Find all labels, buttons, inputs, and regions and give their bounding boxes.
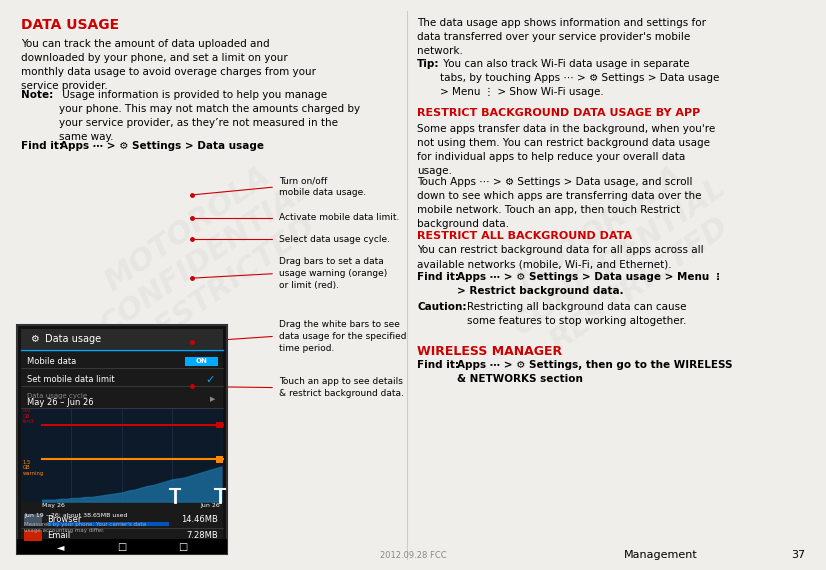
Text: 4.0
GB
limit: 4.0 GB limit <box>22 408 34 425</box>
Text: Data usage cycle: Data usage cycle <box>27 393 88 398</box>
Text: □: □ <box>117 542 126 552</box>
Text: Management: Management <box>624 549 698 560</box>
Bar <box>185 357 218 366</box>
Bar <box>47 522 169 526</box>
Text: You can track the amount of data uploaded and
downloaded by your phone, and set : You can track the amount of data uploade… <box>21 39 316 91</box>
Text: WIRELESS MANAGER: WIRELESS MANAGER <box>417 345 563 359</box>
Bar <box>24 530 42 541</box>
Text: ✓: ✓ <box>205 374 215 385</box>
Text: Restricting all background data can cause
some features to stop working altogeth: Restricting all background data can caus… <box>467 302 686 326</box>
Text: Email: Email <box>47 531 70 540</box>
Bar <box>24 514 42 526</box>
Text: Turn on/off
mobile data usage.: Turn on/off mobile data usage. <box>279 177 366 197</box>
Text: ▶: ▶ <box>211 396 216 402</box>
Bar <box>17 539 227 554</box>
Text: Apps ⋯ > ⚙ Settings > Data usage > Menu ⋮
> Restrict background data.: Apps ⋯ > ⚙ Settings > Data usage > Menu … <box>457 272 723 296</box>
Text: Data usage: Data usage <box>45 334 102 344</box>
Text: 7.28MB: 7.28MB <box>187 531 218 540</box>
Text: 37: 37 <box>791 549 805 560</box>
Text: Browser: Browser <box>47 515 82 524</box>
Text: Apps ⋯ > ⚙ Settings, then go to the WIRELESS
& NETWORKS section: Apps ⋯ > ⚙ Settings, then go to the WIRE… <box>457 360 733 384</box>
Text: Caution:: Caution: <box>417 302 467 312</box>
Text: Select data usage cycle.: Select data usage cycle. <box>279 235 390 244</box>
Text: Note:: Note: <box>21 90 53 100</box>
Text: Set mobile data limit: Set mobile data limit <box>27 375 115 384</box>
Text: 2012.09.28 FCC: 2012.09.28 FCC <box>380 551 446 560</box>
Text: Tip:: Tip: <box>417 59 439 69</box>
Text: MOTOROLA
CONFIDENTIAL
RESTRICTED: MOTOROLA CONFIDENTIAL RESTRICTED <box>75 145 338 368</box>
Text: The data usage app shows information and settings for
data transferred over your: The data usage app shows information and… <box>417 18 706 56</box>
Text: Touch an app to see details
& restrict background data.: Touch an app to see details & restrict b… <box>279 377 404 398</box>
Text: 1.5
GB
warning: 1.5 GB warning <box>22 459 44 477</box>
Text: ON: ON <box>196 359 207 364</box>
Bar <box>17 325 227 554</box>
Text: Activate mobile data limit.: Activate mobile data limit. <box>279 213 400 222</box>
Text: Find it:: Find it: <box>21 141 63 152</box>
Text: Jun 26: Jun 26 <box>201 503 221 508</box>
Text: Usage information is provided to help you manage
your phone. This may not match : Usage information is provided to help yo… <box>59 90 360 142</box>
Text: Touch Apps ⋯ > ⚙ Settings > Data usage, and scroll
down to see which apps are tr: Touch Apps ⋯ > ⚙ Settings > Data usage, … <box>417 177 701 229</box>
Text: MOTOROLA
CONFIDENTIAL
RESTRICTED: MOTOROLA CONFIDENTIAL RESTRICTED <box>488 145 751 368</box>
Text: May 26: May 26 <box>42 503 65 508</box>
Text: Find it:: Find it: <box>417 360 459 370</box>
Text: You can restrict background data for all apps across all
available networks (mob: You can restrict background data for all… <box>417 245 704 269</box>
Text: May 26 – Jun 26: May 26 – Jun 26 <box>27 398 94 407</box>
Bar <box>216 422 223 429</box>
Text: Apps ⋯ > ⚙ Settings > Data usage: Apps ⋯ > ⚙ Settings > Data usage <box>60 141 264 152</box>
Text: Drag bars to set a data
usage warning (orange)
or limit (red).: Drag bars to set a data usage warning (o… <box>279 257 387 290</box>
Bar <box>21 329 223 349</box>
Text: Measured by your phone. Your carrier's data
usage accounting may differ.: Measured by your phone. Your carrier's d… <box>24 522 146 533</box>
Text: DATA USAGE: DATA USAGE <box>21 18 119 32</box>
Bar <box>21 349 223 520</box>
Bar <box>216 455 223 462</box>
Bar <box>21 409 223 502</box>
Text: Jun 19 – 26: about 38.65MB used: Jun 19 – 26: about 38.65MB used <box>24 513 127 518</box>
Bar <box>21 511 223 528</box>
Bar <box>21 528 223 543</box>
Text: Mobile data: Mobile data <box>27 357 77 366</box>
Text: 14.46MB: 14.46MB <box>181 515 218 524</box>
Text: Drag the white bars to see
data usage for the specified
time period.: Drag the white bars to see data usage fo… <box>279 320 406 353</box>
Text: □: □ <box>178 542 188 552</box>
Text: RESTRICT BACKGROUND DATA USAGE BY APP: RESTRICT BACKGROUND DATA USAGE BY APP <box>417 108 700 119</box>
Text: ◄: ◄ <box>57 542 65 552</box>
Text: ⚙: ⚙ <box>31 334 40 344</box>
Text: You can also track Wi-Fi data usage in separate
tabs, by touching Apps ⋯ > ⚙ Set: You can also track Wi-Fi data usage in s… <box>440 59 719 97</box>
Text: Some apps transfer data in the background, when you're
not using them. You can r: Some apps transfer data in the backgroun… <box>417 124 715 176</box>
Text: RESTRICT ALL BACKGROUND DATA: RESTRICT ALL BACKGROUND DATA <box>417 231 632 241</box>
Text: Find it:: Find it: <box>417 272 459 283</box>
